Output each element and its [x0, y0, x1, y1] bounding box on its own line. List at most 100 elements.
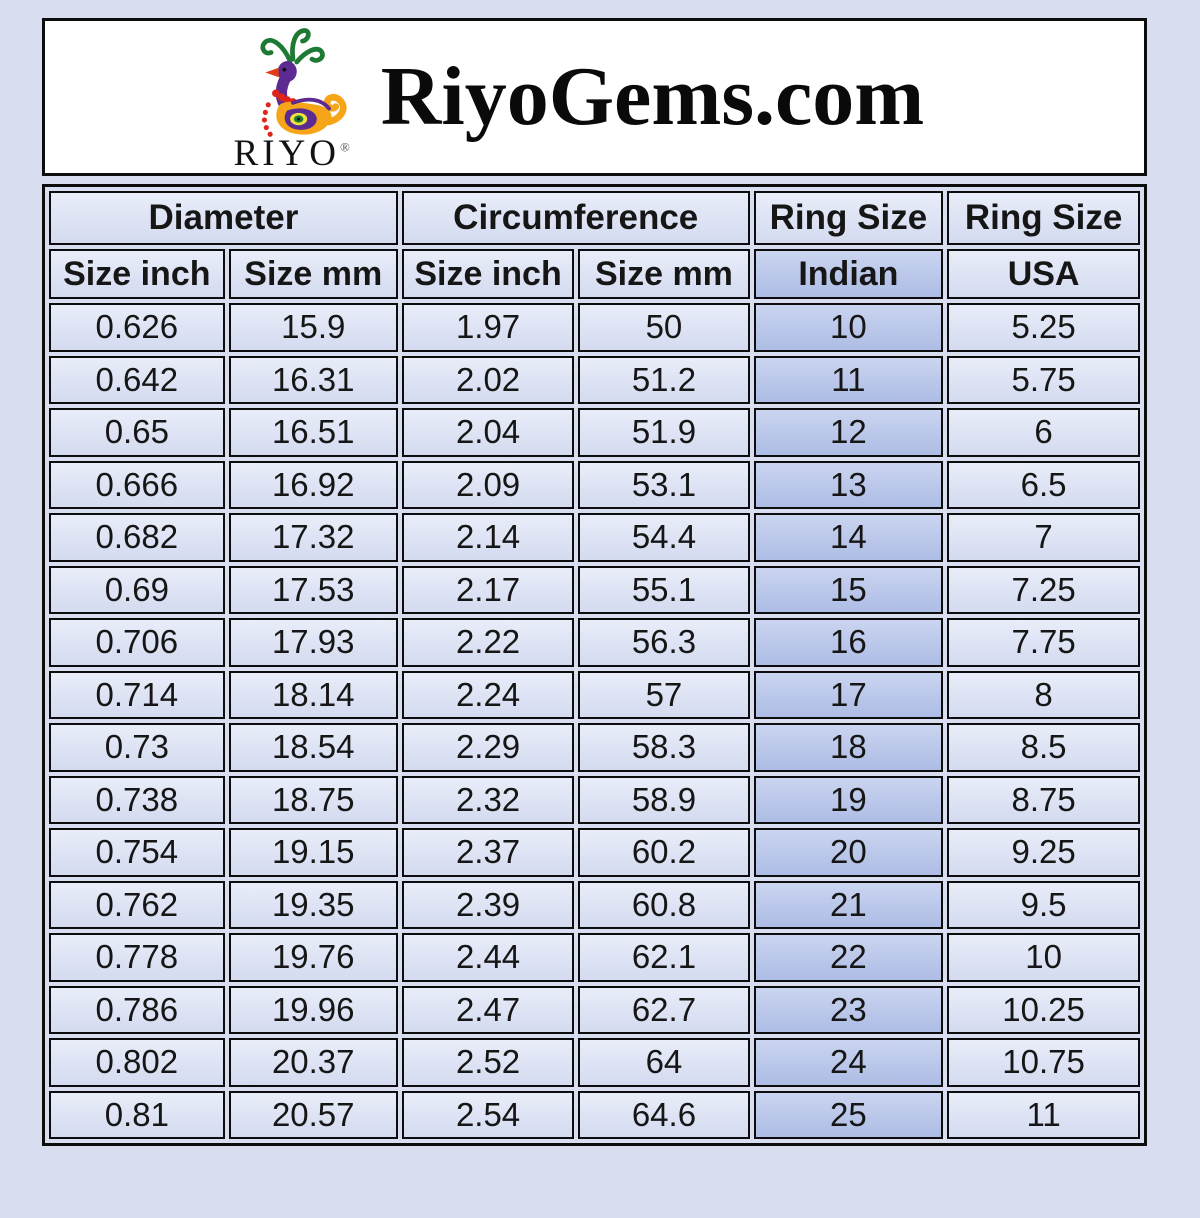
- circumference-mm-cell: 64.6: [578, 1090, 750, 1139]
- ring-size-indian-cell: 23: [753, 985, 944, 1034]
- ring-size-usa-cell: 8.5: [947, 723, 1140, 772]
- circumference-inch-cell: 2.24: [401, 670, 575, 719]
- group-header-diameter: Diameter: [49, 191, 398, 245]
- group-header-row: Diameter Circumference Ring Size Ring Si…: [49, 191, 1140, 245]
- table-row: 0.706 17.93 2.22 56.3 16 7.75: [49, 618, 1140, 667]
- table-row: 0.65 16.51 2.04 51.9 12 6: [49, 408, 1140, 457]
- diameter-inch-cell: 0.738: [49, 775, 225, 824]
- logo-wordmark: RIYO®: [233, 132, 350, 174]
- ring-size-usa-cell: 7.75: [947, 618, 1140, 667]
- circumference-mm-cell: 53.1: [578, 460, 750, 509]
- circumference-inch-cell: 2.14: [401, 513, 575, 562]
- circumference-mm-cell: 54.4: [578, 513, 750, 562]
- diameter-inch-cell: 0.81: [49, 1090, 225, 1139]
- diameter-inch-cell: 0.626: [49, 303, 225, 352]
- diameter-mm-cell: 20.57: [228, 1090, 398, 1139]
- circumference-inch-cell: 2.32: [401, 775, 575, 824]
- circumference-inch-cell: 2.22: [401, 618, 575, 667]
- diameter-mm-cell: 19.76: [228, 933, 398, 982]
- table-row: 0.682 17.32 2.14 54.4 14 7: [49, 513, 1140, 562]
- circumference-mm-cell: 51.9: [578, 408, 750, 457]
- table-body: 0.626 15.9 1.97 50 10 5.25 0.642 16.31 2.02 51.2 1…: [49, 303, 1140, 1139]
- circumference-inch-cell: 2.44: [401, 933, 575, 982]
- circumference-inch-cell: 2.02: [401, 355, 575, 404]
- diameter-mm-cell: 17.93: [228, 618, 398, 667]
- ring-size-usa-cell: 6: [947, 408, 1140, 457]
- ring-size-usa-cell: 8: [947, 670, 1140, 719]
- ring-size-usa-cell: 7: [947, 513, 1140, 562]
- table-row: 0.81 20.57 2.54 64.6 25 11: [49, 1090, 1140, 1139]
- ring-size-usa-cell: 11: [947, 1090, 1140, 1139]
- site-title: RiyoGems.com: [380, 50, 925, 143]
- table-row: 0.802 20.37 2.52 64 24 10.75: [49, 1038, 1140, 1087]
- ring-size-usa-cell: 10.25: [947, 985, 1140, 1034]
- diameter-mm-cell: 19.15: [228, 828, 398, 877]
- diameter-mm-cell: 19.96: [228, 985, 398, 1034]
- circumference-mm-cell: 58.9: [578, 775, 750, 824]
- ring-size-indian-cell: 15: [753, 565, 944, 614]
- ring-size-indian-cell: 12: [753, 408, 944, 457]
- diameter-inch-cell: 0.69: [49, 565, 225, 614]
- table-row: 0.626 15.9 1.97 50 10 5.25: [49, 303, 1140, 352]
- column-header-row: Size inch Size mm Size inch Size mm Indi…: [49, 249, 1140, 299]
- ring-size-indian-cell: 11: [753, 355, 944, 404]
- diameter-inch-cell: 0.666: [49, 460, 225, 509]
- diameter-inch-cell: 0.642: [49, 355, 225, 404]
- group-header-ring-size-usa: Ring Size: [947, 191, 1140, 245]
- ring-size-indian-cell: 10: [753, 303, 944, 352]
- ring-size-usa-cell: 9.25: [947, 828, 1140, 877]
- ring-size-indian-cell: 22: [753, 933, 944, 982]
- table-row: 0.762 19.35 2.39 60.8 21 9.5: [49, 880, 1140, 929]
- table-row: 0.642 16.31 2.02 51.2 11 5.75: [49, 355, 1140, 404]
- circumference-inch-cell: 2.29: [401, 723, 575, 772]
- brand-group: RIYO® RiyoGems.com: [217, 23, 925, 172]
- ring-size-indian-cell: 20: [753, 828, 944, 877]
- table-row: 0.666 16.92 2.09 53.1 13 6.5: [49, 460, 1140, 509]
- column-header-indian: Indian: [753, 249, 944, 299]
- circumference-inch-cell: 2.17: [401, 565, 575, 614]
- diameter-mm-cell: 19.35: [228, 880, 398, 929]
- ring-size-indian-cell: 17: [753, 670, 944, 719]
- diameter-inch-cell: 0.714: [49, 670, 225, 719]
- group-header-ring-size-indian: Ring Size: [753, 191, 944, 245]
- diameter-mm-cell: 16.51: [228, 408, 398, 457]
- ring-size-usa-cell: 5.75: [947, 355, 1140, 404]
- diameter-mm-cell: 18.54: [228, 723, 398, 772]
- circumference-inch-cell: 2.39: [401, 880, 575, 929]
- diameter-inch-cell: 0.73: [49, 723, 225, 772]
- column-header-diameter-mm: Size mm: [228, 249, 398, 299]
- ring-size-indian-cell: 13: [753, 460, 944, 509]
- ring-size-indian-cell: 21: [753, 880, 944, 929]
- circumference-inch-cell: 2.52: [401, 1038, 575, 1087]
- riyo-logo: RIYO®: [217, 23, 367, 172]
- circumference-mm-cell: 55.1: [578, 565, 750, 614]
- ring-size-indian-cell: 25: [753, 1090, 944, 1139]
- table-row: 0.73 18.54 2.29 58.3 18 8.5: [49, 723, 1140, 772]
- circumference-mm-cell: 60.2: [578, 828, 750, 877]
- brand-header: RIYO® RiyoGems.com: [42, 18, 1147, 176]
- registered-trademark-symbol: ®: [340, 139, 350, 155]
- table-row: 0.714 18.14 2.24 57 17 8: [49, 670, 1140, 719]
- circumference-inch-cell: 1.97: [401, 303, 575, 352]
- circumference-inch-cell: 2.54: [401, 1090, 575, 1139]
- diameter-mm-cell: 17.53: [228, 565, 398, 614]
- circumference-mm-cell: 60.8: [578, 880, 750, 929]
- circumference-inch-cell: 2.37: [401, 828, 575, 877]
- ring-size-usa-cell: 10.75: [947, 1038, 1140, 1087]
- table-row: 0.786 19.96 2.47 62.7 23 10.25: [49, 985, 1140, 1034]
- diameter-mm-cell: 16.31: [228, 355, 398, 404]
- ring-size-usa-cell: 9.5: [947, 880, 1140, 929]
- column-header-usa: USA: [947, 249, 1140, 299]
- ring-size-indian-cell: 19: [753, 775, 944, 824]
- circumference-mm-cell: 50: [578, 303, 750, 352]
- circumference-mm-cell: 51.2: [578, 355, 750, 404]
- column-header-diameter-inch: Size inch: [49, 249, 225, 299]
- column-header-circumference-mm: Size mm: [578, 249, 750, 299]
- circumference-mm-cell: 57: [578, 670, 750, 719]
- ring-size-usa-cell: 10: [947, 933, 1140, 982]
- diameter-mm-cell: 15.9: [228, 303, 398, 352]
- circumference-inch-cell: 2.47: [401, 985, 575, 1034]
- diameter-mm-cell: 20.37: [228, 1038, 398, 1087]
- diameter-inch-cell: 0.762: [49, 880, 225, 929]
- diameter-inch-cell: 0.754: [49, 828, 225, 877]
